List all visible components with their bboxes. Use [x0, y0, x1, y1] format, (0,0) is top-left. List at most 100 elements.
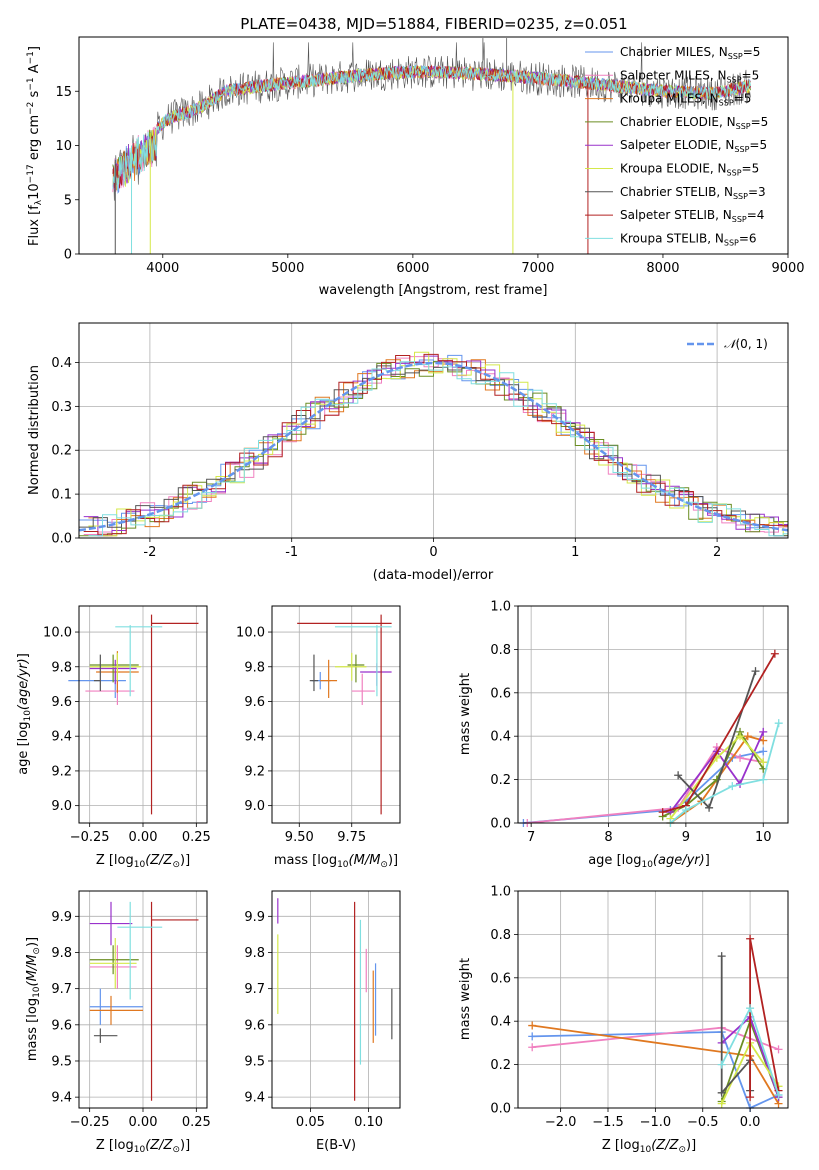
weight-marker: [705, 803, 714, 812]
x-tick-label: 7000: [521, 261, 554, 276]
x-tick-label: -1: [285, 545, 298, 560]
residual-ylabel: Normed distribution: [27, 365, 42, 495]
x-tick-label: 0.00: [129, 830, 158, 845]
svg-text:mass [log10(M/M⊙)]: mass [log10(M/M⊙)]: [274, 853, 398, 870]
weight-marker: [774, 719, 783, 728]
weight-series-line: [669, 734, 764, 820]
weight-marker: [717, 952, 726, 961]
y-tick-label: 0.0: [490, 1102, 511, 1117]
y-tick-label: 9.6: [51, 1018, 72, 1033]
weight-marker: [717, 1088, 726, 1097]
weight-marker: [681, 805, 690, 814]
residual-panel: -2 -1 0 1 2 0.0 0.1 0.2 0.3 0.4 (data-model)/erro…: [27, 322, 789, 583]
y-tick-label: 9.4: [51, 730, 72, 745]
weight-marker: [528, 1043, 537, 1052]
legend-entry: Salpeter MILES, NSSP=5: [620, 68, 759, 84]
weight-marker: [759, 727, 768, 736]
y-tick-label: 9.6: [51, 695, 72, 710]
y-tick-label: 0.6: [490, 971, 511, 986]
weight-marker: [746, 1093, 755, 1102]
x-tick-label: 0.0: [740, 1115, 761, 1130]
svg-text:Z [log10(Z/Z⊙)]: Z [log10(Z/Z⊙)]: [96, 853, 190, 870]
residual-histograms: [78, 351, 789, 537]
spectrum-ylabel: Flux [fλ10−17 erg cm−2 s−1 A−1]: [26, 46, 44, 246]
weight-marker: [528, 1032, 537, 1041]
weight-marker: [774, 1045, 783, 1054]
series-legend: Chabrier MILES, NSSP=5 Salpeter MILES, NS…: [585, 45, 768, 247]
y-tick-label: 0.3: [51, 400, 72, 415]
y-tick-label: 0.4: [490, 1015, 511, 1030]
svg-text:Z [log10(Z/Z⊙)]: Z [log10(Z/Z⊙)]: [602, 1138, 696, 1155]
weight-marker: [528, 1021, 537, 1030]
y-tick-label: 10.0: [43, 626, 72, 641]
y-tick-label: 9.8: [51, 946, 72, 961]
y-tick-label: 9.7: [244, 982, 265, 997]
x-tick-label: 0.10: [354, 1115, 383, 1130]
age-vs-mass-panel: 9.50 9.75 9.0 9.2 9.4 9.6 9.8 10.0 mass [log10(…: [236, 605, 401, 870]
y-tick-label: 9.0: [244, 799, 265, 814]
y-tick-label: 9.9: [51, 910, 72, 925]
y-tick-label: 9.9: [244, 910, 265, 925]
weight-vs-age-panel: 7 8 9 10 0.0 0.2 0.4 0.6 0.8 1.0 age [log10(age/y…: [458, 600, 789, 870]
weight-series-line: [669, 731, 765, 813]
x-tick-label: -2: [143, 545, 156, 560]
residual-histogram: [79, 365, 788, 537]
x-tick-label: 8000: [646, 261, 679, 276]
weight-series-line: [523, 750, 764, 824]
spectrum-series-line: [112, 65, 751, 191]
weight-marker: [746, 1004, 755, 1013]
mass-vs-metallicity-panel: −0.25 0.00 0.25 9.4 9.5 9.6 9.7 9.8 9.9 Z [log10…: [25, 890, 211, 1155]
legend-entry: Chabrier ELODIE, NSSP=5: [620, 115, 768, 131]
weight-marker: [770, 649, 779, 658]
y-tick-label: 9.5: [51, 1054, 72, 1069]
mass-vs-ebv-panel: 0.05 0.10 9.4 9.5 9.6 9.7 9.8 9.9 E(B-V): [244, 890, 401, 1153]
weight-marker: [728, 782, 737, 791]
y-tick-label: 9.7: [51, 982, 72, 997]
y-tick-label: 9.4: [244, 1091, 265, 1106]
x-tick-label: −0.25: [70, 1115, 110, 1130]
x-tick-label: 1: [571, 545, 579, 560]
weight-marker: [751, 667, 760, 676]
weight-series-line: [662, 653, 776, 813]
y-tick-label: 9.2: [244, 764, 265, 779]
weight-marker: [736, 753, 745, 762]
y-tick-label: 9.6: [244, 1018, 265, 1033]
x-tick-label: −1.0: [640, 1115, 672, 1130]
residual-histogram: [88, 351, 788, 537]
y-tick-label: 0.8: [490, 928, 511, 943]
legend-entry: Kroupa STELIB, NSSP=6: [620, 231, 757, 247]
x-tick-label: −2.0: [545, 1115, 577, 1130]
legend-entry: Kroupa MILES, NSSP=5: [620, 92, 751, 108]
weight-marker: [743, 732, 752, 741]
svg-text:𝒩(0, 1): 𝒩(0, 1): [724, 337, 768, 351]
y-tick-label: 9.2: [51, 764, 72, 779]
spectrum-panel: 4000 5000 6000 7000 8000 9000 0 5 10 15 wavelengt…: [26, 36, 805, 298]
x-tick-label: 9000: [771, 261, 804, 276]
y-tick-label: 0.2: [490, 1058, 511, 1073]
weight-marker: [759, 747, 768, 756]
svg-text:mass [log10(M/M⊙)]: mass [log10(M/M⊙)]: [25, 937, 42, 1061]
svg-text:age [log10(age/yr)]: age [log10(age/yr)]: [588, 853, 710, 870]
svg-text:Z [log10(Z/Z⊙)]: Z [log10(Z/Z⊙)]: [96, 1138, 190, 1155]
weight-series-line: [532, 1031, 779, 1110]
y-tick-label: 15: [55, 85, 72, 100]
weight-marker: [717, 1099, 726, 1108]
weight-marker: [746, 934, 755, 943]
y-tick-label: 0.0: [51, 532, 72, 547]
y-tick-label: 0.0: [490, 817, 511, 832]
svg-text:E(B-V): E(B-V): [316, 1138, 356, 1153]
x-tick-label: 8: [604, 830, 612, 845]
weight-marker: [674, 771, 683, 780]
x-tick-label: 9: [682, 830, 690, 845]
x-tick-label: 2: [713, 545, 721, 560]
y-tick-label: 0.2: [51, 444, 72, 459]
y-tick-label: 9.5: [244, 1054, 265, 1069]
x-tick-label: 6000: [396, 261, 429, 276]
legend-entry: Salpeter ELODIE, NSSP=5: [620, 138, 767, 154]
legend-entry: Salpeter STELIB, NSSP=4: [620, 208, 764, 224]
weight-marker: [658, 808, 667, 817]
x-tick-label: 0: [429, 545, 437, 560]
svg-text:mass weight: mass weight: [458, 958, 473, 1040]
residual-histogram: [88, 361, 788, 537]
y-tick-label: 9.8: [51, 660, 72, 675]
